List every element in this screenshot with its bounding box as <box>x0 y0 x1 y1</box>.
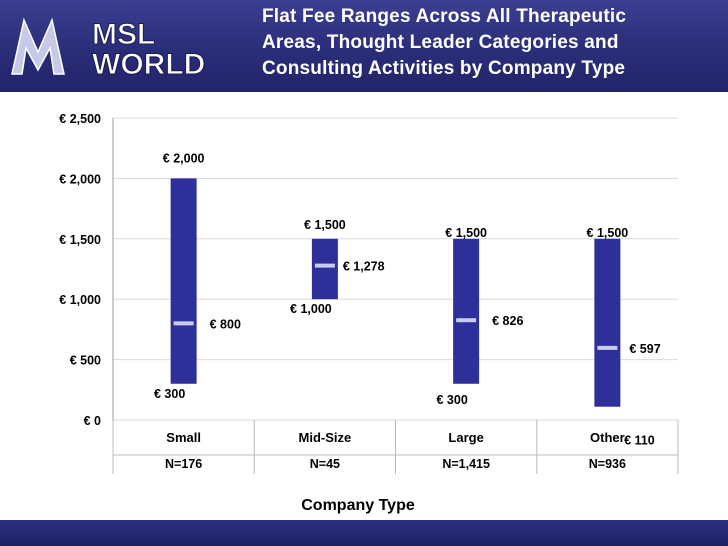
range-chart: € 0 € 500 € 1,000 € 1,500 € 2,000 € 2,500 Smal… <box>59 112 679 474</box>
sample-size-label: N=176 <box>165 457 202 471</box>
header-banner: MSL WORLD Flat Fee Ranges Across All The… <box>0 0 728 92</box>
median-marker <box>173 321 194 326</box>
median-value-label: € 1,278 <box>343 260 385 274</box>
sample-size-label: N=45 <box>310 457 340 471</box>
median-value-label: € 826 <box>492 314 523 328</box>
title-line-3: Consulting Activities by Company Type <box>262 58 626 79</box>
high-value-label: € 1,500 <box>304 218 346 232</box>
high-value-label: € 1,500 <box>587 226 629 240</box>
category-label: Small <box>166 430 201 445</box>
y-tick-label: € 0 <box>84 414 101 428</box>
range-bar <box>311 238 338 300</box>
category-label: Large <box>448 430 483 445</box>
y-tick-label: € 1,000 <box>59 293 101 307</box>
sample-size-label: N=1,415 <box>442 457 490 471</box>
high-value-label: € 1,500 <box>445 226 487 240</box>
low-value-label: € 1,000 <box>290 302 332 316</box>
msl-world-logo: MSL WORLD <box>11 17 206 82</box>
title-line-2: Areas, Thought Leader Categories and <box>262 32 619 53</box>
sample-size-label: N=936 <box>589 457 626 471</box>
category-label: Mid-Size <box>299 430 352 445</box>
footer-band <box>0 520 728 546</box>
category-label: Other <box>590 430 625 445</box>
title-line-1: Flat Fee Ranges Across All Therapeutic <box>262 6 627 27</box>
median-value-label: € 597 <box>629 342 660 356</box>
y-tick-label: € 2,000 <box>59 172 101 186</box>
logo-text-top: MSL <box>92 18 155 51</box>
low-value-label: € 300 <box>436 393 467 407</box>
range-bar <box>170 178 197 384</box>
logo-emblem-icon <box>11 17 65 75</box>
low-value-label: € 300 <box>154 387 185 401</box>
y-tick-label: € 1,500 <box>59 233 101 247</box>
x-axis-title: Company Type <box>301 497 415 514</box>
y-tick-label: € 500 <box>70 354 101 368</box>
range-bar <box>594 238 621 407</box>
median-value-label: € 800 <box>210 317 241 331</box>
range-bar <box>453 238 480 384</box>
logo-text-bottom: WORLD <box>92 48 205 81</box>
median-marker <box>456 318 477 323</box>
median-marker <box>314 263 335 268</box>
low-value-label: € 110 <box>624 434 655 448</box>
page-title: Flat Fee Ranges Across All Therapeutic A… <box>262 4 722 82</box>
high-value-label: € 2,000 <box>163 151 205 165</box>
y-tick-label: € 2,500 <box>59 112 101 126</box>
median-marker <box>597 345 618 350</box>
